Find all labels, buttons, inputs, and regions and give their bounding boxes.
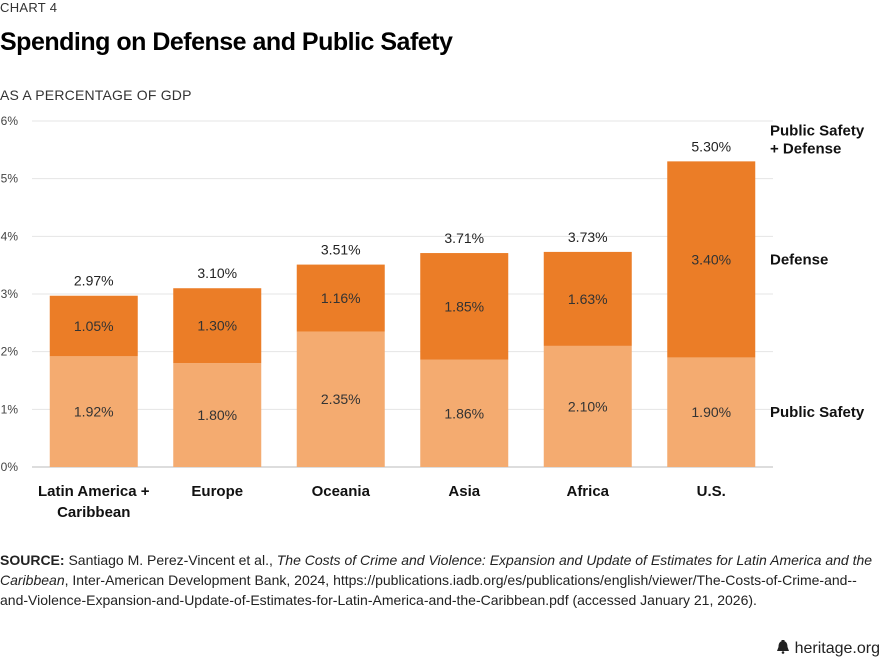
y-tick-label: 2% [1,345,19,359]
x-tick-label: Latin America + [38,483,150,500]
data-label: 2.10% [568,398,608,414]
data-label: 1.30% [197,318,237,334]
data-label: 1.85% [444,298,484,314]
bar-defense [543,251,632,346]
data-label: 1.16% [321,290,361,306]
stacked-bar-chart: 0% 1% 2% 3% 4% 5% 6% 1.92% 1.05% 2.97% Latin Ameri… [1,114,865,521]
series-label-total: Public Safety [770,122,865,139]
bar-public-safety [173,363,262,467]
data-label: 1.80% [197,407,237,423]
series-label-public-safety: Public Safety [770,404,865,421]
source-details: , Inter-American Development Bank, 2024,… [0,572,857,608]
y-tick-label: 6% [1,114,19,128]
x-tick-label: Africa [566,483,609,500]
total-label: 3.73% [568,229,608,245]
source-work-title: The Costs of Crime and Violence: Expansi… [0,552,873,588]
source-note: SOURCE: Santiago M. Perez-Vincent et al.… [0,550,880,610]
chart-subtitle: AS A PERCENTAGE OF GDP [0,87,192,103]
footer-brand: heritage.org [775,640,880,658]
x-tick-label: U.S. [697,483,726,500]
y-tick-label: 1% [1,402,19,416]
bar-public-safety [49,356,138,467]
bar-public-safety [296,331,385,467]
y-tick-label: 5% [1,172,19,186]
liberty-bell-icon [776,640,789,654]
total-label: 3.51% [321,242,361,258]
data-label: 1.63% [568,291,608,307]
total-label: 3.10% [197,265,237,281]
bar-public-safety [543,345,632,467]
chart-number: CHART 4 [0,0,58,15]
series-label-total: + Defense [770,140,841,157]
bar-defense [420,253,509,360]
data-label: 1.86% [444,405,484,421]
series-label-defense: Defense [770,251,828,268]
total-label: 2.97% [74,273,114,289]
bar-public-safety [667,357,756,467]
bar-defense [296,264,385,332]
source-authors: Santiago M. Perez-Vincent et al., [64,552,277,568]
data-label: 2.35% [321,391,361,407]
y-tick-label: 4% [1,229,19,243]
total-label: 5.30% [691,138,731,154]
footer-site: heritage.org [794,640,880,657]
x-tick-label: Asia [448,483,480,500]
data-label: 1.90% [691,404,731,420]
data-label: 3.40% [691,251,731,267]
y-tick-label: 0% [1,460,19,474]
bar-defense [173,288,262,364]
source-label: SOURCE: [0,552,65,568]
bar-defense [667,161,756,358]
data-label: 1.92% [74,404,114,420]
x-tick-label: Oceania [312,483,371,500]
data-label: 1.05% [74,318,114,334]
x-tick-label: Europe [191,483,243,500]
chart-title: Spending on Defense and Public Safety [0,28,453,56]
total-label: 3.71% [444,230,484,246]
bar-defense [49,295,138,357]
bar-public-safety [420,359,509,467]
x-tick-label: Caribbean [57,504,130,521]
y-tick-label: 3% [1,287,19,301]
